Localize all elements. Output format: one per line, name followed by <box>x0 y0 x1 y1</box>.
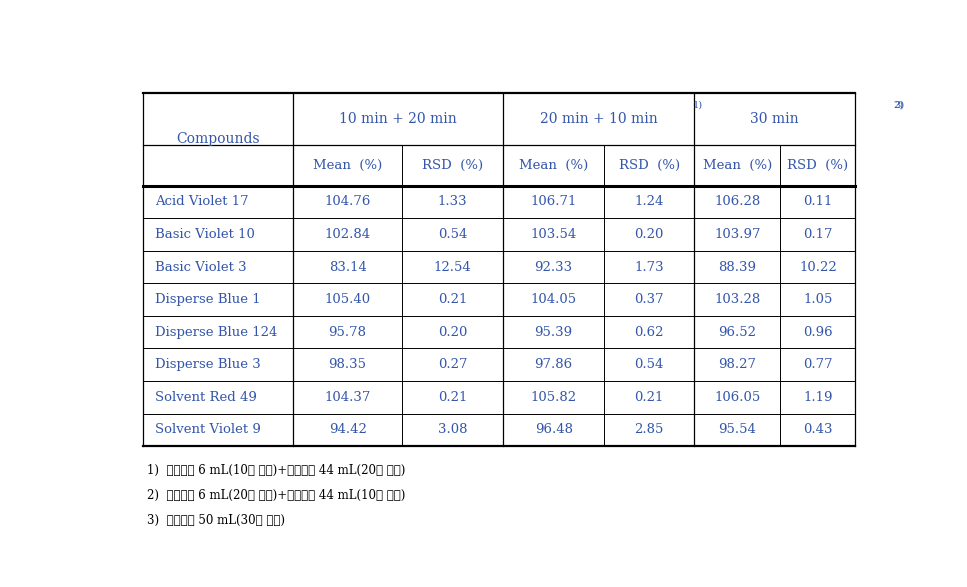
Text: RSD  (%): RSD (%) <box>787 159 848 172</box>
Text: 97.86: 97.86 <box>535 358 572 371</box>
Text: 103.28: 103.28 <box>715 293 760 306</box>
Text: 104.37: 104.37 <box>324 391 370 404</box>
Text: 95.78: 95.78 <box>329 326 366 339</box>
Text: 0.54: 0.54 <box>438 228 467 241</box>
Text: 98.27: 98.27 <box>718 358 756 371</box>
Text: 0.37: 0.37 <box>634 293 664 306</box>
Text: RSD  (%): RSD (%) <box>422 159 484 172</box>
Text: 1): 1) <box>692 100 703 109</box>
Text: 104.05: 104.05 <box>531 293 576 306</box>
Text: Disperse Blue 3: Disperse Blue 3 <box>155 358 260 371</box>
Text: 3): 3) <box>894 100 904 109</box>
Text: 0.21: 0.21 <box>438 391 467 404</box>
Text: Disperse Blue 124: Disperse Blue 124 <box>155 326 277 339</box>
Text: 0.77: 0.77 <box>803 358 833 371</box>
Text: 12.54: 12.54 <box>433 261 471 274</box>
Text: 96.48: 96.48 <box>535 423 572 436</box>
Text: Acid Violet 17: Acid Violet 17 <box>155 195 249 208</box>
Text: Basic Violet 3: Basic Violet 3 <box>155 261 247 274</box>
Text: 105.40: 105.40 <box>325 293 370 306</box>
Text: 83.14: 83.14 <box>329 261 366 274</box>
Text: Basic Violet 10: Basic Violet 10 <box>155 228 254 241</box>
Text: 1.19: 1.19 <box>803 391 833 404</box>
Text: 2): 2) <box>894 100 903 109</box>
Text: 106.28: 106.28 <box>715 195 760 208</box>
Text: Solvent Violet 9: Solvent Violet 9 <box>155 423 260 436</box>
Text: 0.11: 0.11 <box>804 195 833 208</box>
Text: Disperse Blue 1: Disperse Blue 1 <box>155 293 260 306</box>
Text: 1.05: 1.05 <box>804 293 833 306</box>
Text: 20 min + 10 min: 20 min + 10 min <box>540 112 658 126</box>
Text: 1.24: 1.24 <box>634 195 664 208</box>
Text: 0.20: 0.20 <box>634 228 664 241</box>
Text: Mean  (%): Mean (%) <box>313 159 382 172</box>
Text: 96.52: 96.52 <box>718 326 756 339</box>
Text: 10 min + 20 min: 10 min + 20 min <box>339 112 457 126</box>
Text: Mean  (%): Mean (%) <box>703 159 772 172</box>
Text: 30 min: 30 min <box>750 112 799 126</box>
Text: 1.73: 1.73 <box>634 261 664 274</box>
Text: 0.21: 0.21 <box>634 391 664 404</box>
Text: 0.54: 0.54 <box>634 358 664 371</box>
Text: 3)  추출용매 50 mL(30분 추출): 3) 추출용매 50 mL(30분 추출) <box>147 514 285 527</box>
Text: 1.33: 1.33 <box>438 195 467 208</box>
Text: 106.71: 106.71 <box>531 195 577 208</box>
Text: 92.33: 92.33 <box>535 261 572 274</box>
Text: 95.54: 95.54 <box>718 423 756 436</box>
Text: 0.96: 0.96 <box>803 326 833 339</box>
Text: 104.76: 104.76 <box>324 195 370 208</box>
Text: Compounds: Compounds <box>177 132 260 146</box>
Text: Solvent Red 49: Solvent Red 49 <box>155 391 256 404</box>
Text: 3.08: 3.08 <box>438 423 467 436</box>
Text: 0.43: 0.43 <box>803 423 833 436</box>
Text: 103.54: 103.54 <box>531 228 576 241</box>
Text: 94.42: 94.42 <box>329 423 366 436</box>
Text: 103.97: 103.97 <box>714 228 760 241</box>
Text: 10.22: 10.22 <box>799 261 836 274</box>
Text: 88.39: 88.39 <box>718 261 756 274</box>
Text: 102.84: 102.84 <box>325 228 370 241</box>
Text: 0.21: 0.21 <box>438 293 467 306</box>
Text: 0.17: 0.17 <box>803 228 833 241</box>
Text: 105.82: 105.82 <box>531 391 576 404</box>
Text: 0.20: 0.20 <box>438 326 467 339</box>
Text: 1)  추출용매 6 mL(10분 추출)+추출용매 44 mL(20분 추출): 1) 추출용매 6 mL(10분 추출)+추출용매 44 mL(20분 추출) <box>147 464 405 477</box>
Text: 0.62: 0.62 <box>634 326 664 339</box>
Text: Mean  (%): Mean (%) <box>519 159 588 172</box>
Text: 2.85: 2.85 <box>634 423 664 436</box>
Text: RSD  (%): RSD (%) <box>619 159 680 172</box>
Text: 106.05: 106.05 <box>715 391 760 404</box>
Text: 98.35: 98.35 <box>329 358 366 371</box>
Text: 2)  추출용매 6 mL(20분 추출)+추출용매 44 mL(10분 추출): 2) 추출용매 6 mL(20분 추출)+추출용매 44 mL(10분 추출) <box>147 489 405 502</box>
Text: 0.27: 0.27 <box>438 358 467 371</box>
Text: 95.39: 95.39 <box>535 326 572 339</box>
